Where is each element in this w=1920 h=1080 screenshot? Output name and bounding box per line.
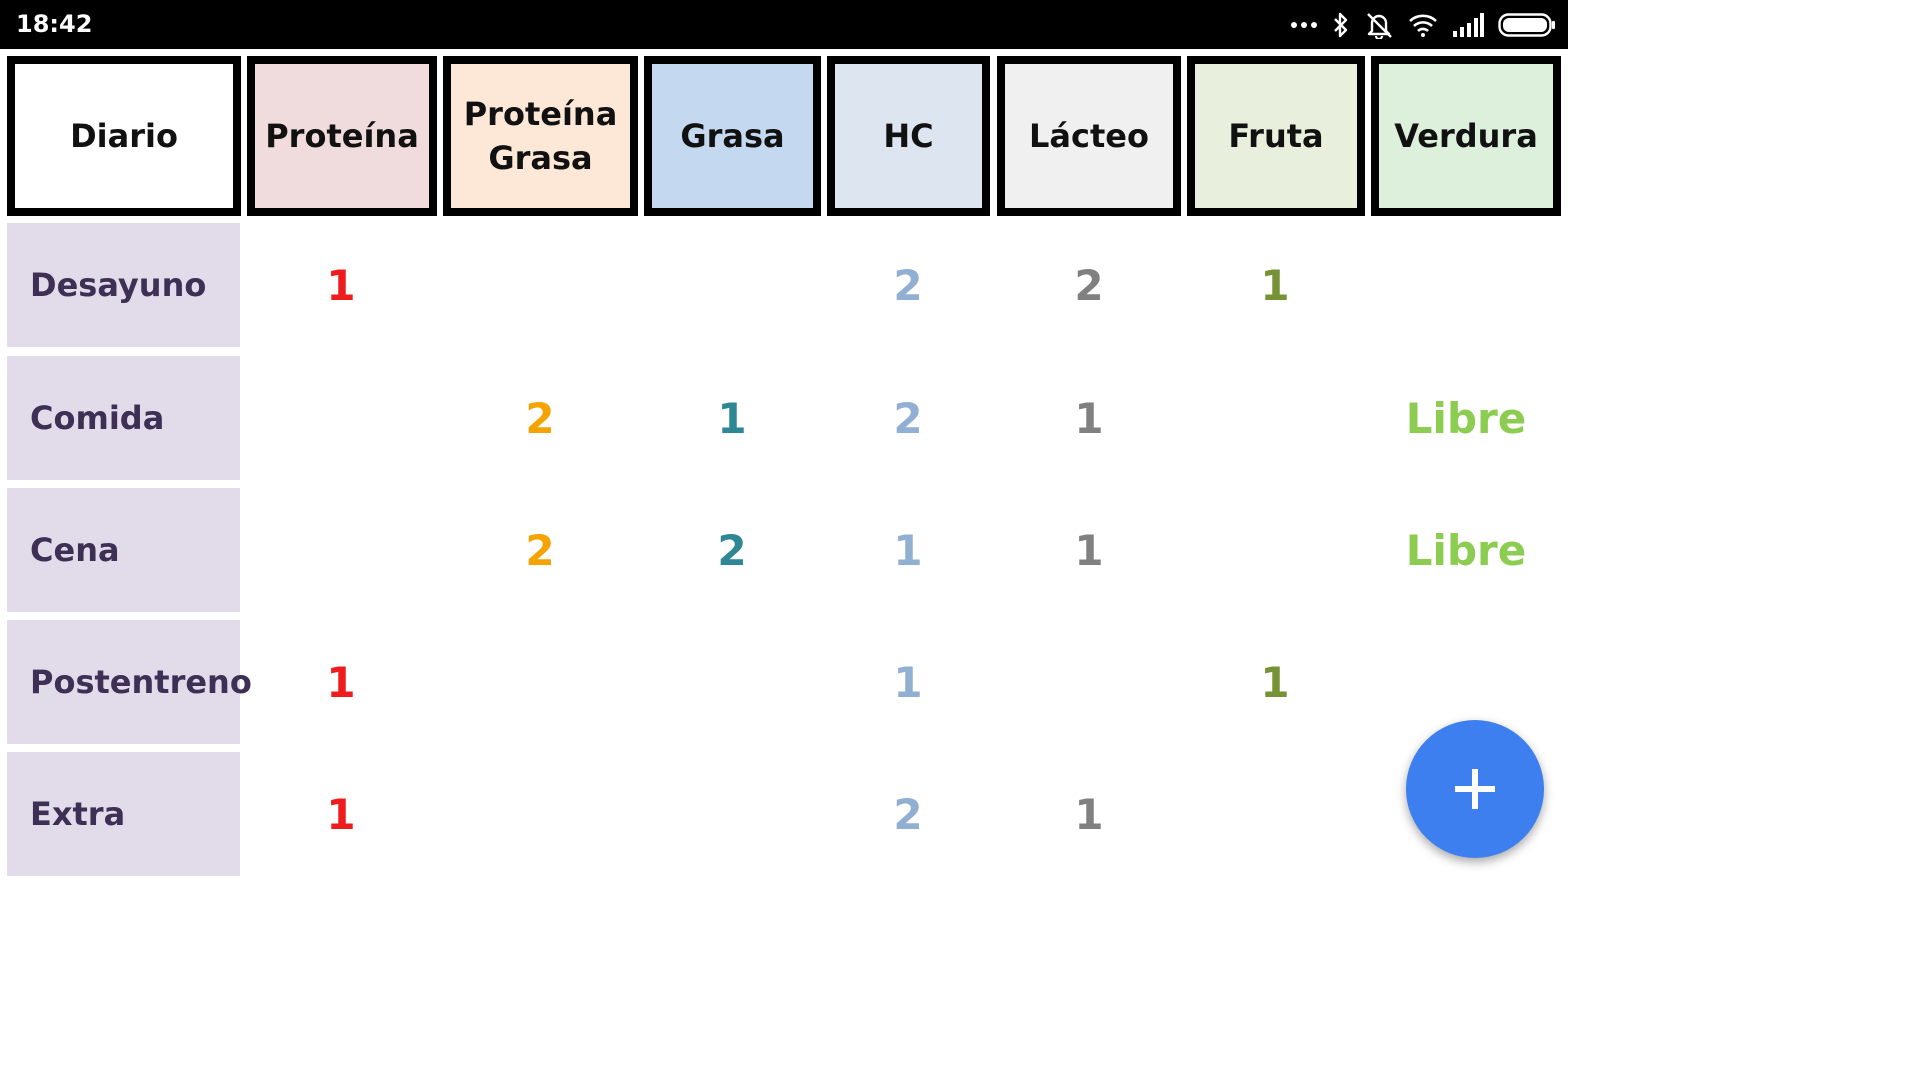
header-label: Proteína Grasa: [463, 95, 618, 177]
cell-cena-verdura[interactable]: Libre: [1405, 525, 1527, 575]
cell-postentreno-grasa[interactable]: [672, 620, 792, 744]
plus-icon: [1455, 769, 1495, 809]
more-dots-icon: [1291, 22, 1317, 28]
row-label-desayuno[interactable]: Desayuno: [7, 223, 240, 347]
cell-extra-lacteo[interactable]: 1: [1074, 789, 1104, 839]
header-proteina-grasa: Proteína Grasa: [443, 56, 638, 216]
header-label: Grasa: [680, 117, 785, 155]
row-label-postentreno[interactable]: Postentreno: [7, 620, 252, 744]
cell-cena-fruta[interactable]: [1215, 488, 1335, 612]
header-verdura: Verdura: [1371, 56, 1561, 216]
header-grasa: Grasa: [644, 56, 821, 216]
header-label: HC: [883, 117, 934, 155]
cell-comida-hc[interactable]: 2: [893, 393, 923, 443]
header-hc: HC: [827, 56, 990, 216]
alarm-off-icon: [1367, 13, 1392, 39]
header-lacteo: Lácteo: [997, 56, 1181, 216]
cell-cena-proteina-grasa[interactable]: 2: [525, 525, 555, 575]
cell-comida-lacteo[interactable]: 1: [1074, 393, 1104, 443]
cell-cena-hc[interactable]: 1: [893, 525, 923, 575]
bluetooth-icon: [1334, 12, 1348, 38]
status-bar: 18:42: [0, 0, 1568, 49]
cell-comida-grasa[interactable]: 1: [717, 393, 747, 443]
cell-postentreno-hc[interactable]: 1: [893, 657, 923, 707]
header-label: Diario: [70, 117, 178, 155]
cell-extra-hc[interactable]: 2: [893, 789, 923, 839]
cell-extra-proteina-grasa[interactable]: [480, 752, 600, 876]
cell-postentreno-proteina[interactable]: 1: [326, 657, 356, 707]
cell-cena-lacteo[interactable]: 1: [1074, 525, 1104, 575]
cell-desayuno-lacteo[interactable]: 2: [1074, 260, 1104, 310]
cell-desayuno-verdura[interactable]: [1366, 223, 1566, 347]
signal-icon: [1453, 13, 1484, 37]
header-label: Lácteo: [1029, 117, 1149, 155]
cell-comida-proteina[interactable]: [281, 356, 401, 480]
status-icons: [1290, 8, 1556, 42]
cell-comida-verdura[interactable]: Libre: [1405, 393, 1527, 443]
add-button[interactable]: [1406, 720, 1544, 858]
header-diario: Diario: [7, 56, 241, 216]
status-time: 18:42: [16, 10, 93, 38]
header-label: Proteína: [265, 117, 419, 155]
header-label: Verdura: [1394, 117, 1538, 155]
header-label: Fruta: [1228, 117, 1324, 155]
cell-cena-proteina[interactable]: [281, 488, 401, 612]
battery-icon: [1498, 13, 1555, 37]
header-fruta: Fruta: [1187, 56, 1365, 216]
cell-desayuno-grasa[interactable]: [672, 223, 792, 347]
wifi-icon: [1409, 14, 1437, 37]
cell-extra-grasa[interactable]: [672, 752, 792, 876]
cell-extra-fruta[interactable]: [1215, 752, 1335, 876]
cell-desayuno-fruta[interactable]: 1: [1260, 260, 1290, 310]
row-label-cena[interactable]: Cena: [7, 488, 240, 612]
cell-postentreno-fruta[interactable]: 1: [1260, 657, 1290, 707]
row-label-extra[interactable]: Extra: [7, 752, 240, 876]
cell-desayuno-proteina-grasa[interactable]: [480, 223, 600, 347]
cell-comida-proteina-grasa[interactable]: 2: [525, 393, 555, 443]
cell-cena-grasa[interactable]: 2: [717, 525, 747, 575]
cell-postentreno-lacteo[interactable]: [1029, 620, 1149, 744]
cell-postentreno-proteina-grasa[interactable]: [480, 620, 600, 744]
header-proteina: Proteína: [247, 56, 437, 216]
cell-comida-fruta[interactable]: [1215, 356, 1335, 480]
cell-extra-proteina[interactable]: 1: [326, 789, 356, 839]
row-label-comida[interactable]: Comida: [7, 356, 240, 480]
cell-desayuno-hc[interactable]: 2: [893, 260, 923, 310]
cell-desayuno-proteina[interactable]: 1: [326, 260, 356, 310]
